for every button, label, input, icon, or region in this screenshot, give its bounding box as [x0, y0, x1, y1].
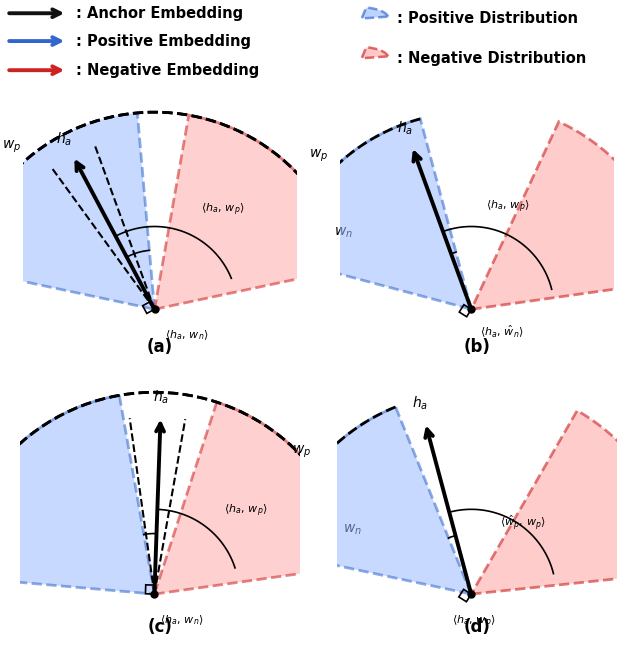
Text: (c): (c)	[148, 618, 172, 636]
Text: $\langle h_a,\, w_p \rangle$: $\langle h_a,\, w_p \rangle$	[486, 198, 529, 215]
Text: $w_n$: $w_n$	[343, 523, 362, 537]
Text: $\langle h_a,\, w_p \rangle$: $\langle h_a,\, w_p \rangle$	[223, 503, 268, 519]
Text: $\langle \hat{w}_p,\, w_p \rangle$: $\langle \hat{w}_p,\, w_p \rangle$	[500, 513, 546, 532]
Polygon shape	[471, 411, 640, 594]
Text: $\langle h_a,\, w_p \rangle$: $\langle h_a,\, w_p \rangle$	[200, 202, 244, 218]
Text: $\langle h_a,\, w_n \rangle$: $\langle h_a,\, w_n \rangle$	[160, 614, 204, 627]
Text: $\langle h_a,\, w_n \rangle$: $\langle h_a,\, w_n \rangle$	[166, 329, 209, 342]
Text: : Anchor Embedding: : Anchor Embedding	[76, 6, 243, 21]
Text: : Positive Distribution: : Positive Distribution	[397, 11, 578, 26]
Text: $w_p$: $w_p$	[292, 443, 311, 460]
Polygon shape	[0, 113, 154, 309]
Text: $h_a$: $h_a$	[397, 119, 413, 137]
Wedge shape	[362, 48, 388, 58]
Polygon shape	[281, 119, 471, 309]
Text: (a): (a)	[147, 338, 173, 356]
Text: $w_p$: $w_p$	[309, 148, 328, 164]
Text: : Negative Embedding: : Negative Embedding	[76, 63, 259, 78]
Text: : Positive Embedding: : Positive Embedding	[76, 33, 250, 48]
Text: $\langle h_a,\, \hat{w}_n \rangle$: $\langle h_a,\, \hat{w}_n \rangle$	[479, 323, 524, 339]
Polygon shape	[154, 115, 348, 309]
Wedge shape	[362, 8, 388, 18]
Text: $h_a$: $h_a$	[153, 388, 170, 406]
Text: (d): (d)	[463, 618, 490, 636]
Text: (b): (b)	[463, 338, 490, 356]
Text: $h_a$: $h_a$	[412, 395, 428, 412]
Text: : Negative Distribution: : Negative Distribution	[397, 51, 586, 66]
Polygon shape	[274, 407, 471, 594]
Polygon shape	[154, 402, 355, 594]
Polygon shape	[471, 122, 640, 309]
Polygon shape	[0, 395, 154, 594]
Text: $w_n$: $w_n$	[333, 226, 353, 241]
Text: $h_a$: $h_a$	[56, 130, 72, 148]
Text: $\langle h_a,\, w_p \rangle$: $\langle h_a,\, w_p \rangle$	[452, 614, 496, 630]
Text: $w_p$: $w_p$	[2, 139, 20, 155]
